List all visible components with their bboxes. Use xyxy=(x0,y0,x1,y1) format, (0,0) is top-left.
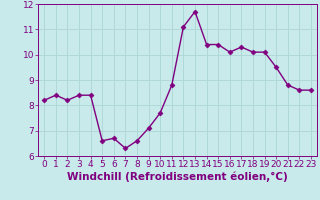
X-axis label: Windchill (Refroidissement éolien,°C): Windchill (Refroidissement éolien,°C) xyxy=(67,172,288,182)
